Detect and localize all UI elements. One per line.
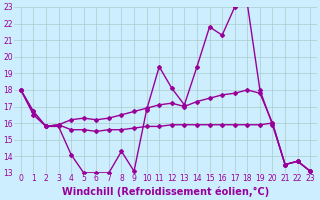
X-axis label: Windchill (Refroidissement éolien,°C): Windchill (Refroidissement éolien,°C): [62, 186, 269, 197]
